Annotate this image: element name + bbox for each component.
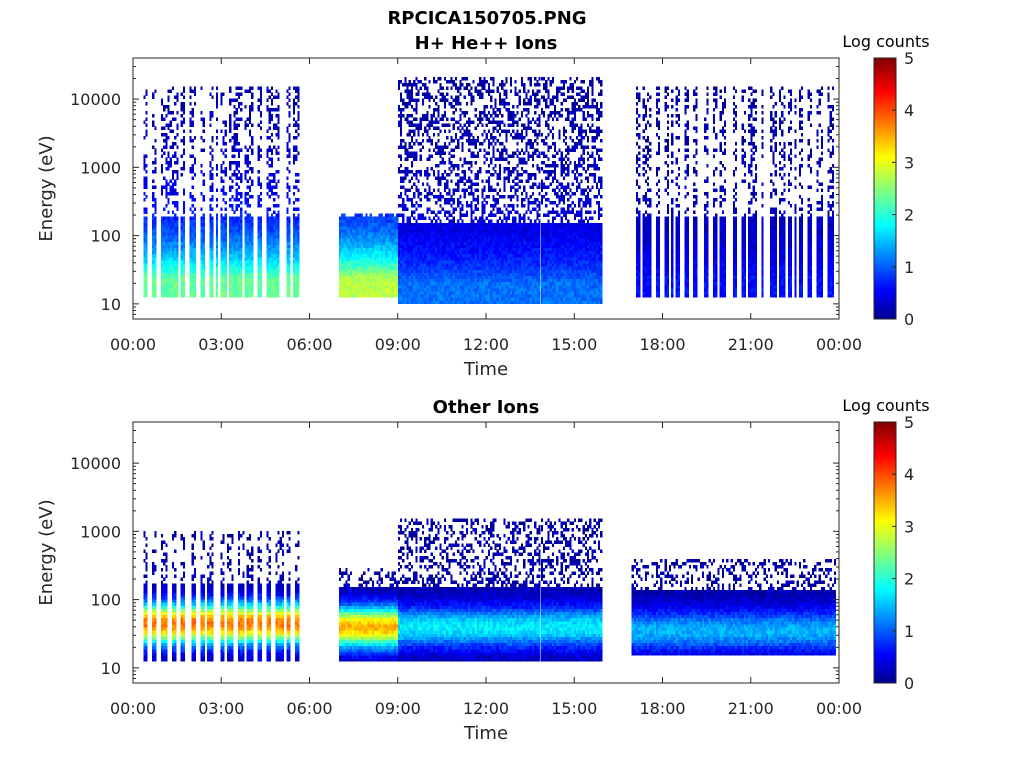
y-tick-label: 1000 [80,158,121,177]
y-tick-label: 10000 [70,90,121,109]
x-tick-label: 21:00 [728,335,774,354]
panel-title: Other Ions [433,397,540,418]
x-tick-label: 18:00 [639,699,685,718]
x-tick-label: 00:00 [816,699,862,718]
colorbar-tick-label: 2 [904,570,914,589]
colorbar-gradient [873,421,897,684]
y-axis-label: Energy (eV) [36,499,57,605]
colorbar-tick-label: 1 [904,622,914,641]
colorbar-label: Log counts [842,396,929,415]
x-tick-label: 15:00 [551,335,597,354]
x-tick-label: 03:00 [198,699,244,718]
colorbar-label: Log counts [842,32,929,51]
colorbar-gradient [873,57,897,320]
x-tick-label: 06:00 [286,335,332,354]
colorbar-tick-label: 2 [904,206,914,225]
y-tick-label: 100 [90,227,121,246]
colorbar: Log counts 0 1 2 3 4 5 [842,396,929,693]
y-tick-label: 10000 [70,454,121,473]
x-axis-label: Time [463,723,508,744]
x-tick-label: 06:00 [286,699,332,718]
colorbar-tick-label: 0 [904,310,914,329]
y-axis-label: Energy (eV) [36,135,57,241]
panel-2: Other Ions 00:00 03:00 06:00 09:00 12:00 15:00… [36,396,930,744]
y-tick-label: 100 [90,591,121,610]
colorbar-tick-label: 5 [904,413,914,432]
colorbar-tick-label: 0 [904,674,914,693]
colorbar-tick-label: 3 [904,153,914,172]
heatmap-pixels [143,518,837,662]
x-axis-label: Time [463,359,508,380]
x-tick-label: 12:00 [463,335,509,354]
x-tick-label: 09:00 [375,335,421,354]
x-tick-label: 00:00 [110,699,156,718]
colorbar-tick-label: 3 [904,517,914,536]
x-tick-label: 12:00 [463,699,509,718]
y-tick-label: 10 [101,659,121,678]
y-tick-label: 1000 [80,522,121,541]
panel-title: H+ He++ Ions [415,33,558,54]
x-tick-label: 18:00 [639,335,685,354]
figure-title: RPCICA150705.PNG [387,8,586,29]
y-tick-label: 10 [101,295,121,314]
panel-1: H+ He++ Ions 00:00 03:00 06:00 09:00 12:00 15:… [36,32,930,380]
x-tick-label: 21:00 [728,699,774,718]
x-tick-label: 03:00 [198,335,244,354]
colorbar-tick-label: 5 [904,49,914,68]
colorbar: Log counts 0 1 2 3 4 5 [842,32,929,329]
colorbar-tick-label: 4 [904,101,914,120]
heatmap-pixels [143,77,834,304]
x-tick-label: 15:00 [551,699,597,718]
x-tick-label: 00:00 [816,335,862,354]
x-tick-label: 09:00 [375,699,421,718]
colorbar-tick-label: 1 [904,258,914,277]
colorbar-tick-label: 4 [904,465,914,484]
x-tick-label: 00:00 [110,335,156,354]
